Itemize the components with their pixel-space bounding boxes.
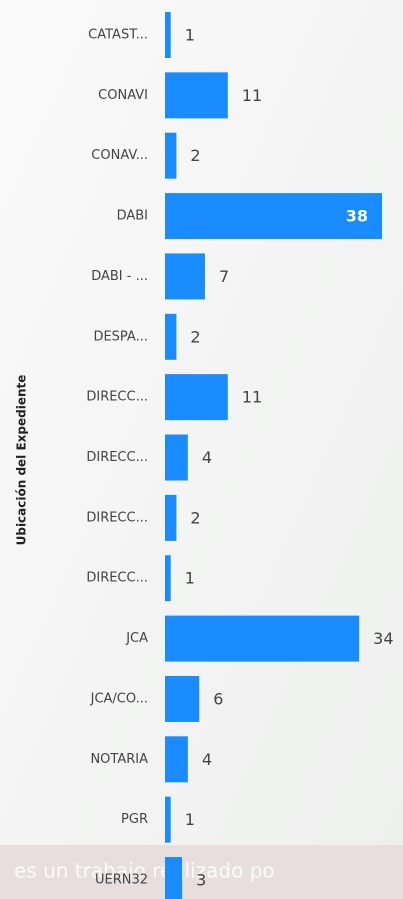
data-label: 1 (185, 810, 195, 829)
bar (165, 132, 177, 179)
category-label: CONAVI (98, 88, 148, 103)
data-label: 11 (242, 86, 262, 105)
data-label: 38 (346, 207, 368, 226)
data-label: 11 (242, 388, 262, 407)
data-label: 4 (202, 750, 212, 769)
category-label: DIRECC... (86, 450, 148, 465)
category-label: DIRECC... (86, 571, 148, 586)
data-label: 1 (185, 26, 195, 45)
category-label: CONAV... (91, 148, 148, 163)
bar (165, 675, 200, 722)
bar (165, 374, 228, 421)
bar (165, 313, 177, 360)
footer-text: es un trabajo realizado po (14, 859, 275, 883)
bar (165, 494, 177, 541)
category-label: UERN32 (95, 873, 148, 888)
data-label: 4 (202, 448, 212, 467)
bar (165, 434, 188, 481)
footer-band (0, 845, 403, 899)
bar (165, 555, 171, 602)
category-label: DABI (117, 209, 148, 224)
bar (165, 736, 188, 783)
data-label: 2 (190, 508, 200, 527)
category-label: CATAST... (88, 28, 148, 43)
bar (165, 615, 360, 662)
bar (165, 857, 183, 899)
data-label: 2 (190, 327, 200, 346)
data-label: 1 (185, 569, 195, 588)
data-label: 34 (373, 629, 393, 648)
data-label: 3 (196, 871, 206, 890)
bar (165, 796, 171, 843)
category-label: PGR (121, 812, 148, 827)
category-label: DABI - ... (91, 269, 148, 284)
category-label: NOTARIA (90, 752, 148, 767)
bar (165, 253, 205, 300)
axis-title: Ubicación del Expediente (15, 375, 29, 546)
data-label: 2 (190, 146, 200, 165)
data-label: 6 (213, 689, 223, 708)
category-label: JCA/CO... (90, 691, 148, 706)
data-label: 7 (219, 267, 229, 286)
category-label: DESPA... (93, 329, 148, 344)
bar (165, 193, 382, 240)
category-label: JCA (125, 631, 148, 646)
bar (165, 72, 228, 119)
category-label: DIRECC... (86, 510, 148, 525)
bar (165, 12, 171, 58)
category-label: DIRECC... (86, 390, 148, 405)
